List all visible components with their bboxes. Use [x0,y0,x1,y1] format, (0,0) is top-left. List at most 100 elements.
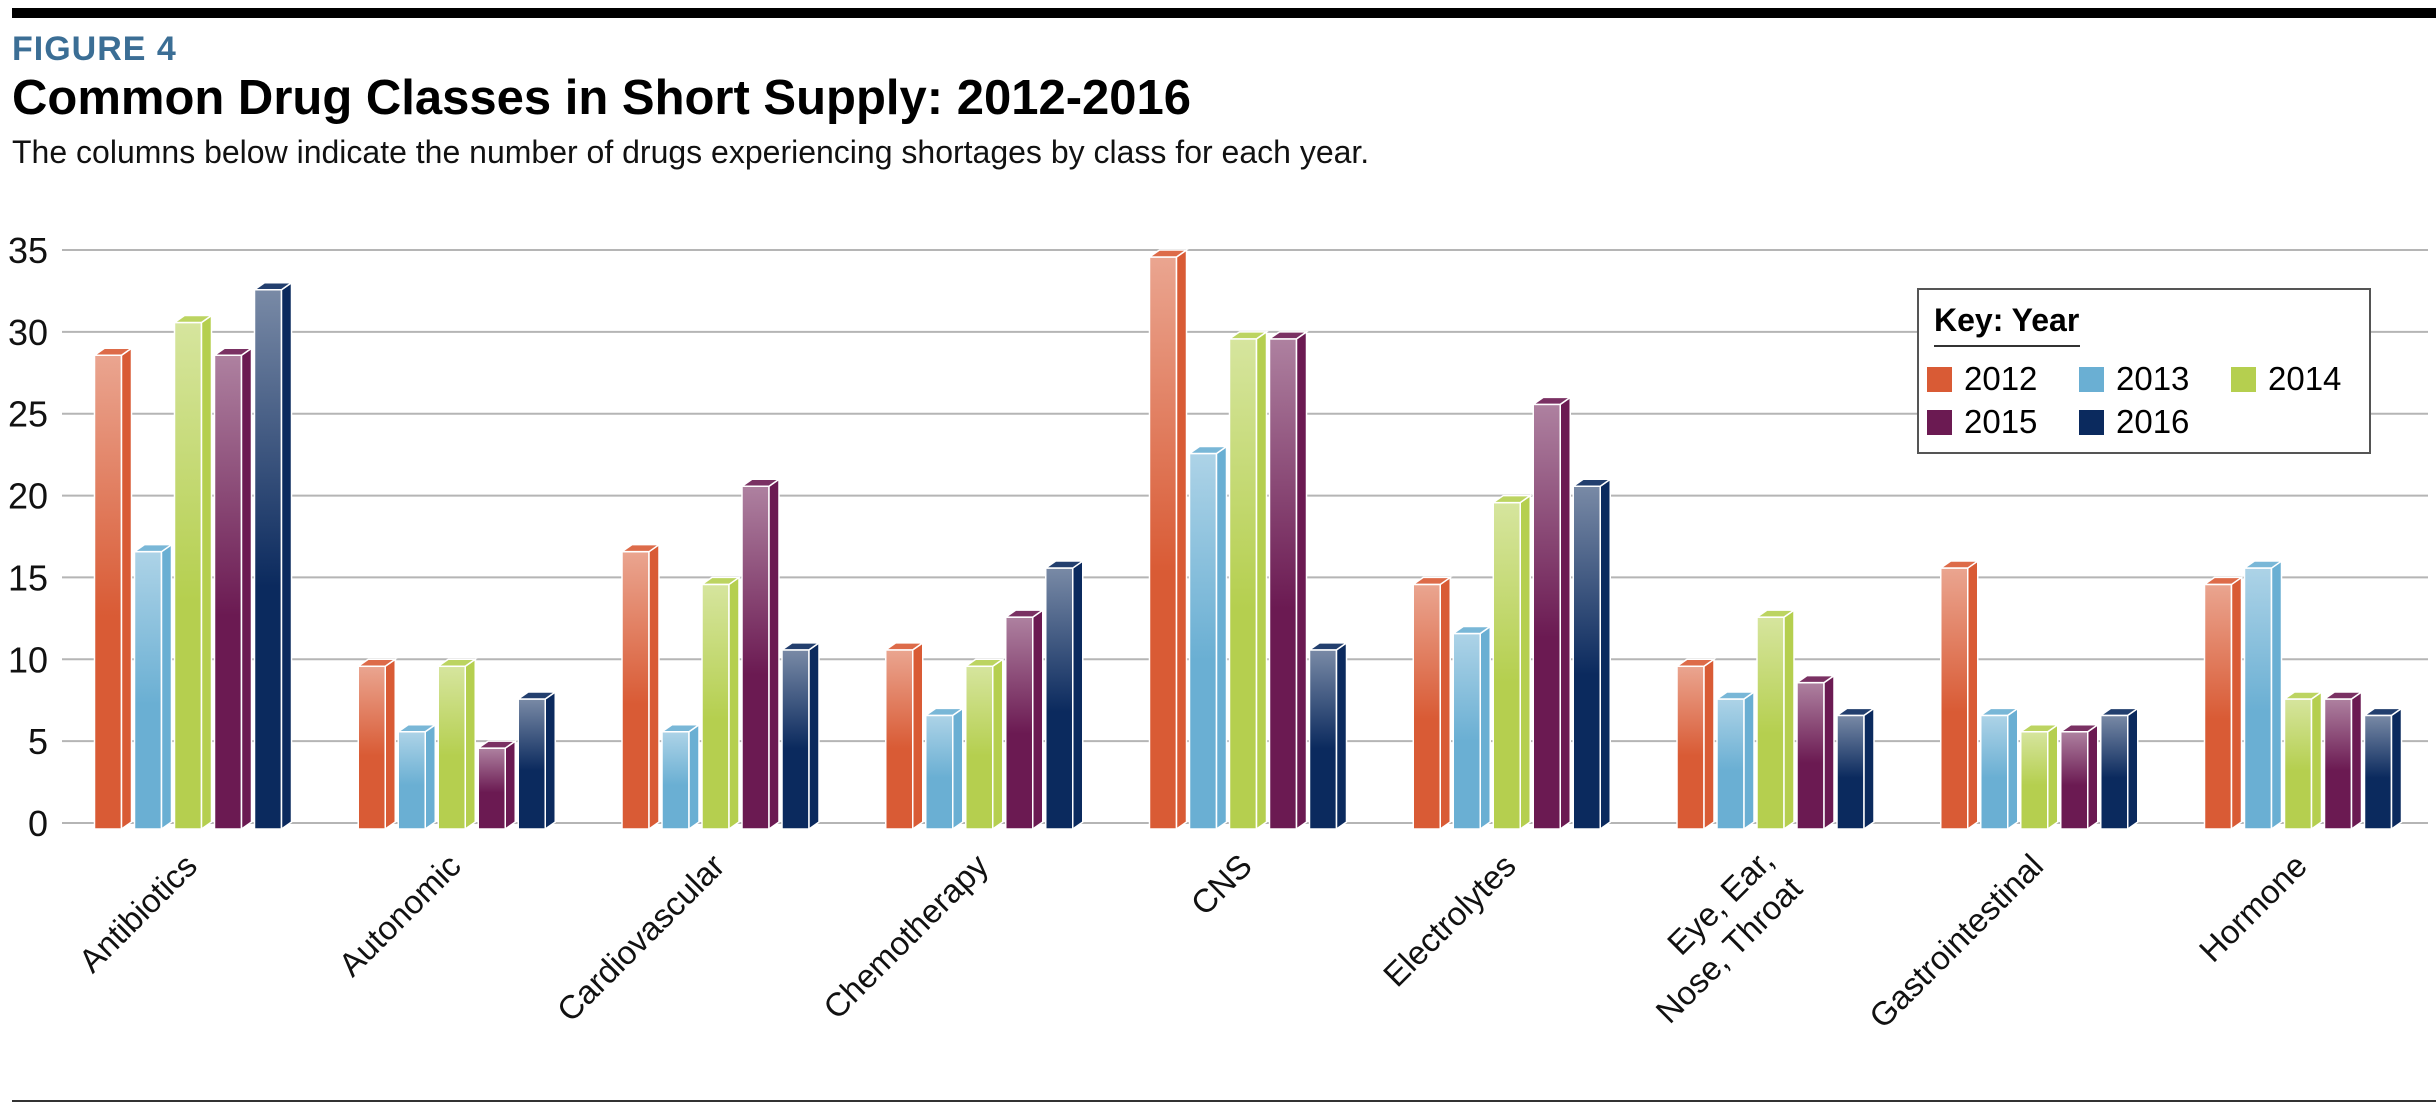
bar-front [1188,452,1218,830]
bar-front [1492,501,1521,830]
bar-side [464,657,476,831]
bar-side [1295,330,1308,831]
bar-top [132,543,174,553]
bar-2012-chemotherapy [883,641,926,831]
bar-side [200,314,213,831]
x-tick-label-line: Gastrointestinal [1862,847,2050,1035]
bar-top [172,314,214,324]
bar-front [965,665,994,830]
bar-side [2047,723,2059,831]
legend-label: 2012 [1964,360,2038,397]
bar-side [2230,575,2243,831]
bar-top [1570,478,1613,487]
bar-front [437,665,466,830]
bar-top [1307,642,1349,651]
bar-2014-electrolytes [1490,494,1533,831]
bar-side [1479,625,1491,831]
x-tick-label: Gastrointestinal [1862,847,2050,1035]
bar-side [2310,690,2323,831]
bar-2014-cns [1227,330,1269,831]
bar-2016-cardiovascular [779,641,822,831]
bar-2016-antibiotics [252,281,294,831]
legend-label: 2014 [2268,360,2342,397]
bar-2013-autonomic [395,723,438,831]
bar-2013-hormone [2242,559,2284,831]
legend-item-2012: 2012 [1927,360,2037,398]
legend-item-2013: 2013 [2079,360,2189,398]
bar-2013-electrolytes [1450,625,1493,831]
bar-2012-autonomic [355,657,398,831]
bar-2016-eye-ear-nose-throat [1834,706,1877,831]
legend-item-2015: 2015 [1927,403,2037,441]
bar-top [2202,576,2244,586]
bar-side [544,690,556,831]
bar-2014-cardiovascular [699,575,742,831]
bar-front [781,649,810,830]
bar-2016-autonomic [515,690,558,831]
bar-top [739,478,782,487]
bar-top [1530,396,1573,406]
bar-side [1559,395,1571,831]
bar-front [1308,649,1338,830]
bar-front [173,321,203,830]
bar-2015-eye-ear-nose-throat [1794,674,1837,831]
bar-top [395,724,438,733]
bar-front [885,649,914,830]
y-tick-label: 10 [8,639,48,680]
bar-top [883,642,926,651]
bar-top [1043,560,1086,569]
bar-2012-cardiovascular [619,543,662,831]
bar-side [120,346,133,831]
bar-front [213,354,243,830]
bar-top [923,707,966,717]
bar-front [2203,583,2233,830]
bar-top [2282,691,2324,700]
bar-2012-cns [1147,248,1189,831]
legend: Key: Year 2012 2013 2014 2015 2016 [1917,288,2371,454]
bar-front [2020,731,2049,830]
bar-side [808,641,820,831]
bar-top [1450,625,1493,635]
x-tick-label: Hormone [2192,847,2314,969]
x-tick-label: Cardiovascular [550,847,732,1029]
bar-side [952,706,964,831]
bar-top [1147,249,1189,258]
x-tick-label-line: Antibiotics [71,847,204,980]
bar-2014-autonomic [435,657,478,831]
bar-2016-electrolytes [1570,477,1613,831]
bar-side [1703,657,1715,831]
x-tick-label-line: CNS [1184,847,1259,922]
bar-front [1716,698,1745,830]
bar-front [1005,616,1034,830]
bar-side [1175,248,1188,831]
bar-top [619,543,662,553]
bar-front [1452,632,1481,830]
bar-2012-gastrointestinal [1938,559,1981,831]
bar-2015-cns [1267,330,1309,831]
x-tick-label-line: Autonomic [331,847,467,983]
bar-top [2322,691,2364,700]
bar-top [1267,331,1309,340]
bar-front [1268,338,1298,830]
bar-side [1215,445,1228,831]
bar-2015-antibiotics [212,346,254,831]
bar-side [424,723,436,831]
chart-subtitle: The columns below indicate the number of… [12,134,1370,170]
bar-top [1490,494,1533,504]
bar-2015-hormone [2322,690,2364,831]
bar-2012-hormone [2202,575,2244,831]
bar-side [1255,330,1268,831]
legend-label: 2016 [2116,403,2190,440]
bar-front [2243,567,2273,830]
bar-top [1938,560,1981,569]
bar-top [1003,609,1046,618]
bar-side [1823,674,1835,831]
bar-front [477,747,506,830]
bar-side [280,281,293,831]
bar-front [1228,338,1258,830]
bar-front [1572,485,1601,830]
bar-side [160,543,173,831]
bar-front [1412,583,1441,830]
bar-front [517,698,546,830]
bar-side [1335,641,1348,831]
